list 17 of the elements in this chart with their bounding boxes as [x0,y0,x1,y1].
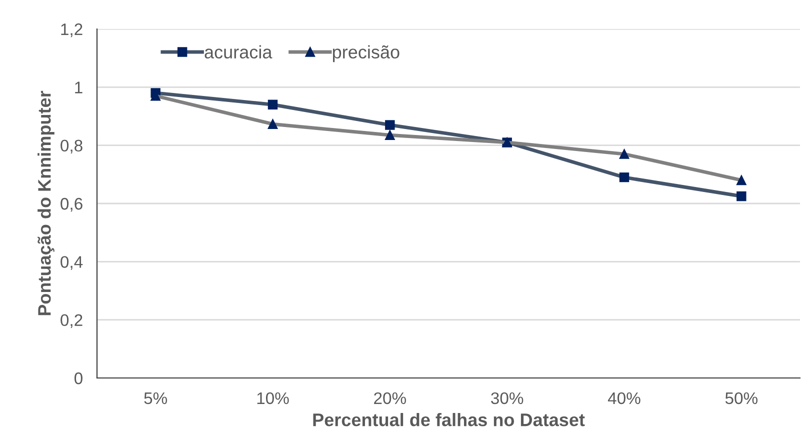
x-tick-label: 20% [374,392,406,404]
legend-label: acuracia [204,45,272,59]
y-tick-label: 1,2 [61,23,82,38]
x-tick-label: 10% [257,392,289,404]
y-tick-label: 0 [74,372,82,384]
x-tick-label: 50% [725,392,758,404]
x-tick-label: 30% [491,392,524,404]
y-tick-label: 1 [75,82,82,94]
y-tick-label: 0,2 [60,314,82,328]
y-tick-label: 0,8 [60,140,82,154]
y-axis-title: Pontuação do Knnimputer [38,90,54,316]
y-tick-label: 0,6 [60,198,82,212]
x-tick-label: 40% [608,392,640,404]
x-tick-label: 5% [144,392,168,404]
x-axis-title: Percentual de falhas no Dataset [313,412,585,426]
legend-label: precisão [332,45,400,62]
y-tick-label: 0,4 [60,256,83,270]
